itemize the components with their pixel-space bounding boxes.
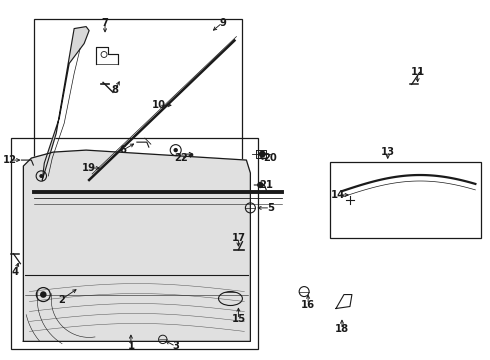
- Text: 7: 7: [101, 18, 108, 28]
- Text: 1: 1: [127, 341, 134, 351]
- Text: 6: 6: [120, 145, 126, 155]
- Text: 20: 20: [264, 153, 277, 163]
- Text: 15: 15: [231, 314, 245, 324]
- Text: 4: 4: [12, 267, 19, 276]
- Bar: [34, 19, 243, 188]
- Text: 5: 5: [267, 203, 274, 213]
- Bar: [330, 162, 481, 238]
- Text: 14: 14: [331, 190, 345, 200]
- Text: 10: 10: [152, 100, 166, 110]
- Text: 9: 9: [219, 18, 226, 28]
- Circle shape: [39, 174, 43, 178]
- Text: 17: 17: [231, 233, 245, 243]
- Text: 11: 11: [411, 67, 425, 77]
- Text: 2: 2: [58, 294, 65, 305]
- Bar: [11, 138, 258, 349]
- Text: 13: 13: [381, 147, 395, 157]
- Text: 3: 3: [172, 341, 179, 351]
- Circle shape: [40, 291, 47, 298]
- Text: 16: 16: [301, 300, 315, 310]
- Text: 12: 12: [2, 155, 17, 165]
- Polygon shape: [42, 27, 89, 180]
- Text: 8: 8: [112, 85, 119, 95]
- Circle shape: [259, 150, 266, 158]
- Text: 22: 22: [174, 153, 188, 163]
- Polygon shape: [24, 150, 250, 341]
- Circle shape: [257, 182, 264, 188]
- Text: 21: 21: [259, 180, 273, 190]
- Text: 19: 19: [82, 163, 96, 173]
- Circle shape: [173, 148, 178, 152]
- Text: 18: 18: [335, 324, 349, 334]
